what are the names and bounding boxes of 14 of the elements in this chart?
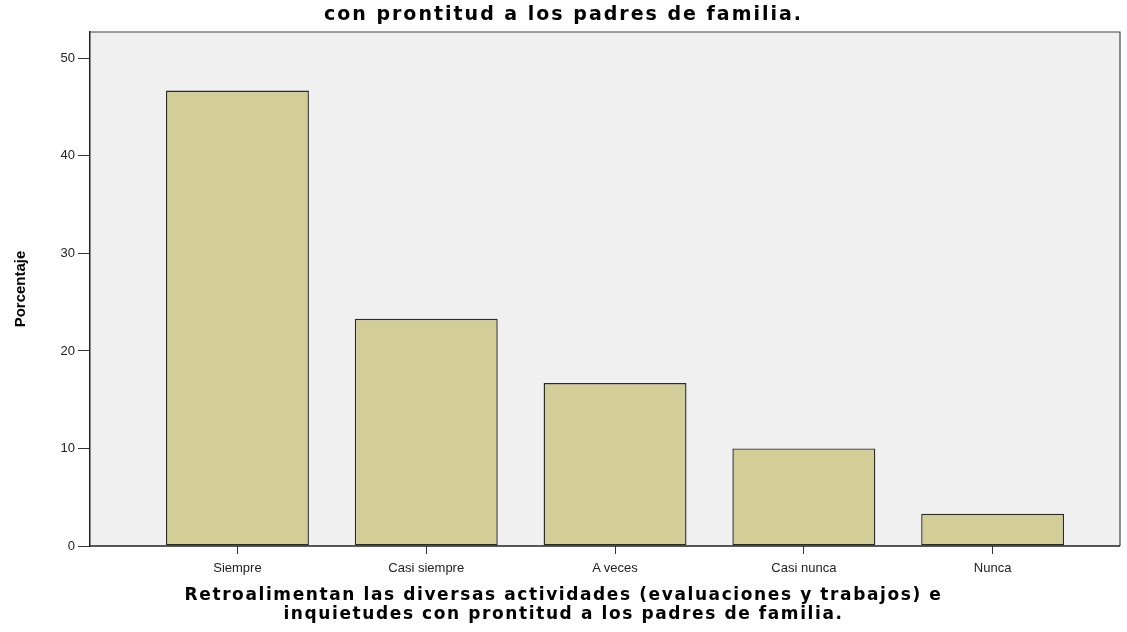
x-tick-label: Casi siempre (388, 560, 465, 576)
y-tick-label: 0 (67, 537, 75, 553)
x-tick-label: A veces (592, 560, 639, 576)
y-tick-label: 20 (60, 342, 75, 358)
x-tick-label: Casi nunca (771, 560, 838, 576)
x-tick-label: Siempre (213, 560, 262, 576)
y-tick-label: 40 (60, 147, 75, 163)
y-axis-title: Porcentaje (11, 250, 29, 328)
x-tick-label: Nunca (973, 560, 1013, 576)
x-axis-title: Retroalimentan las diversas actividades (evaluaciones y trabajos) e inquietudes con prontitud a los padres de familia. (184, 584, 943, 624)
y-tick-label: 10 (60, 440, 75, 456)
y-tick-label: 30 (60, 244, 75, 260)
chart-title: con prontitud a los padres de familia. (323, 1, 804, 24)
y-tick-label: 50 (60, 49, 75, 65)
